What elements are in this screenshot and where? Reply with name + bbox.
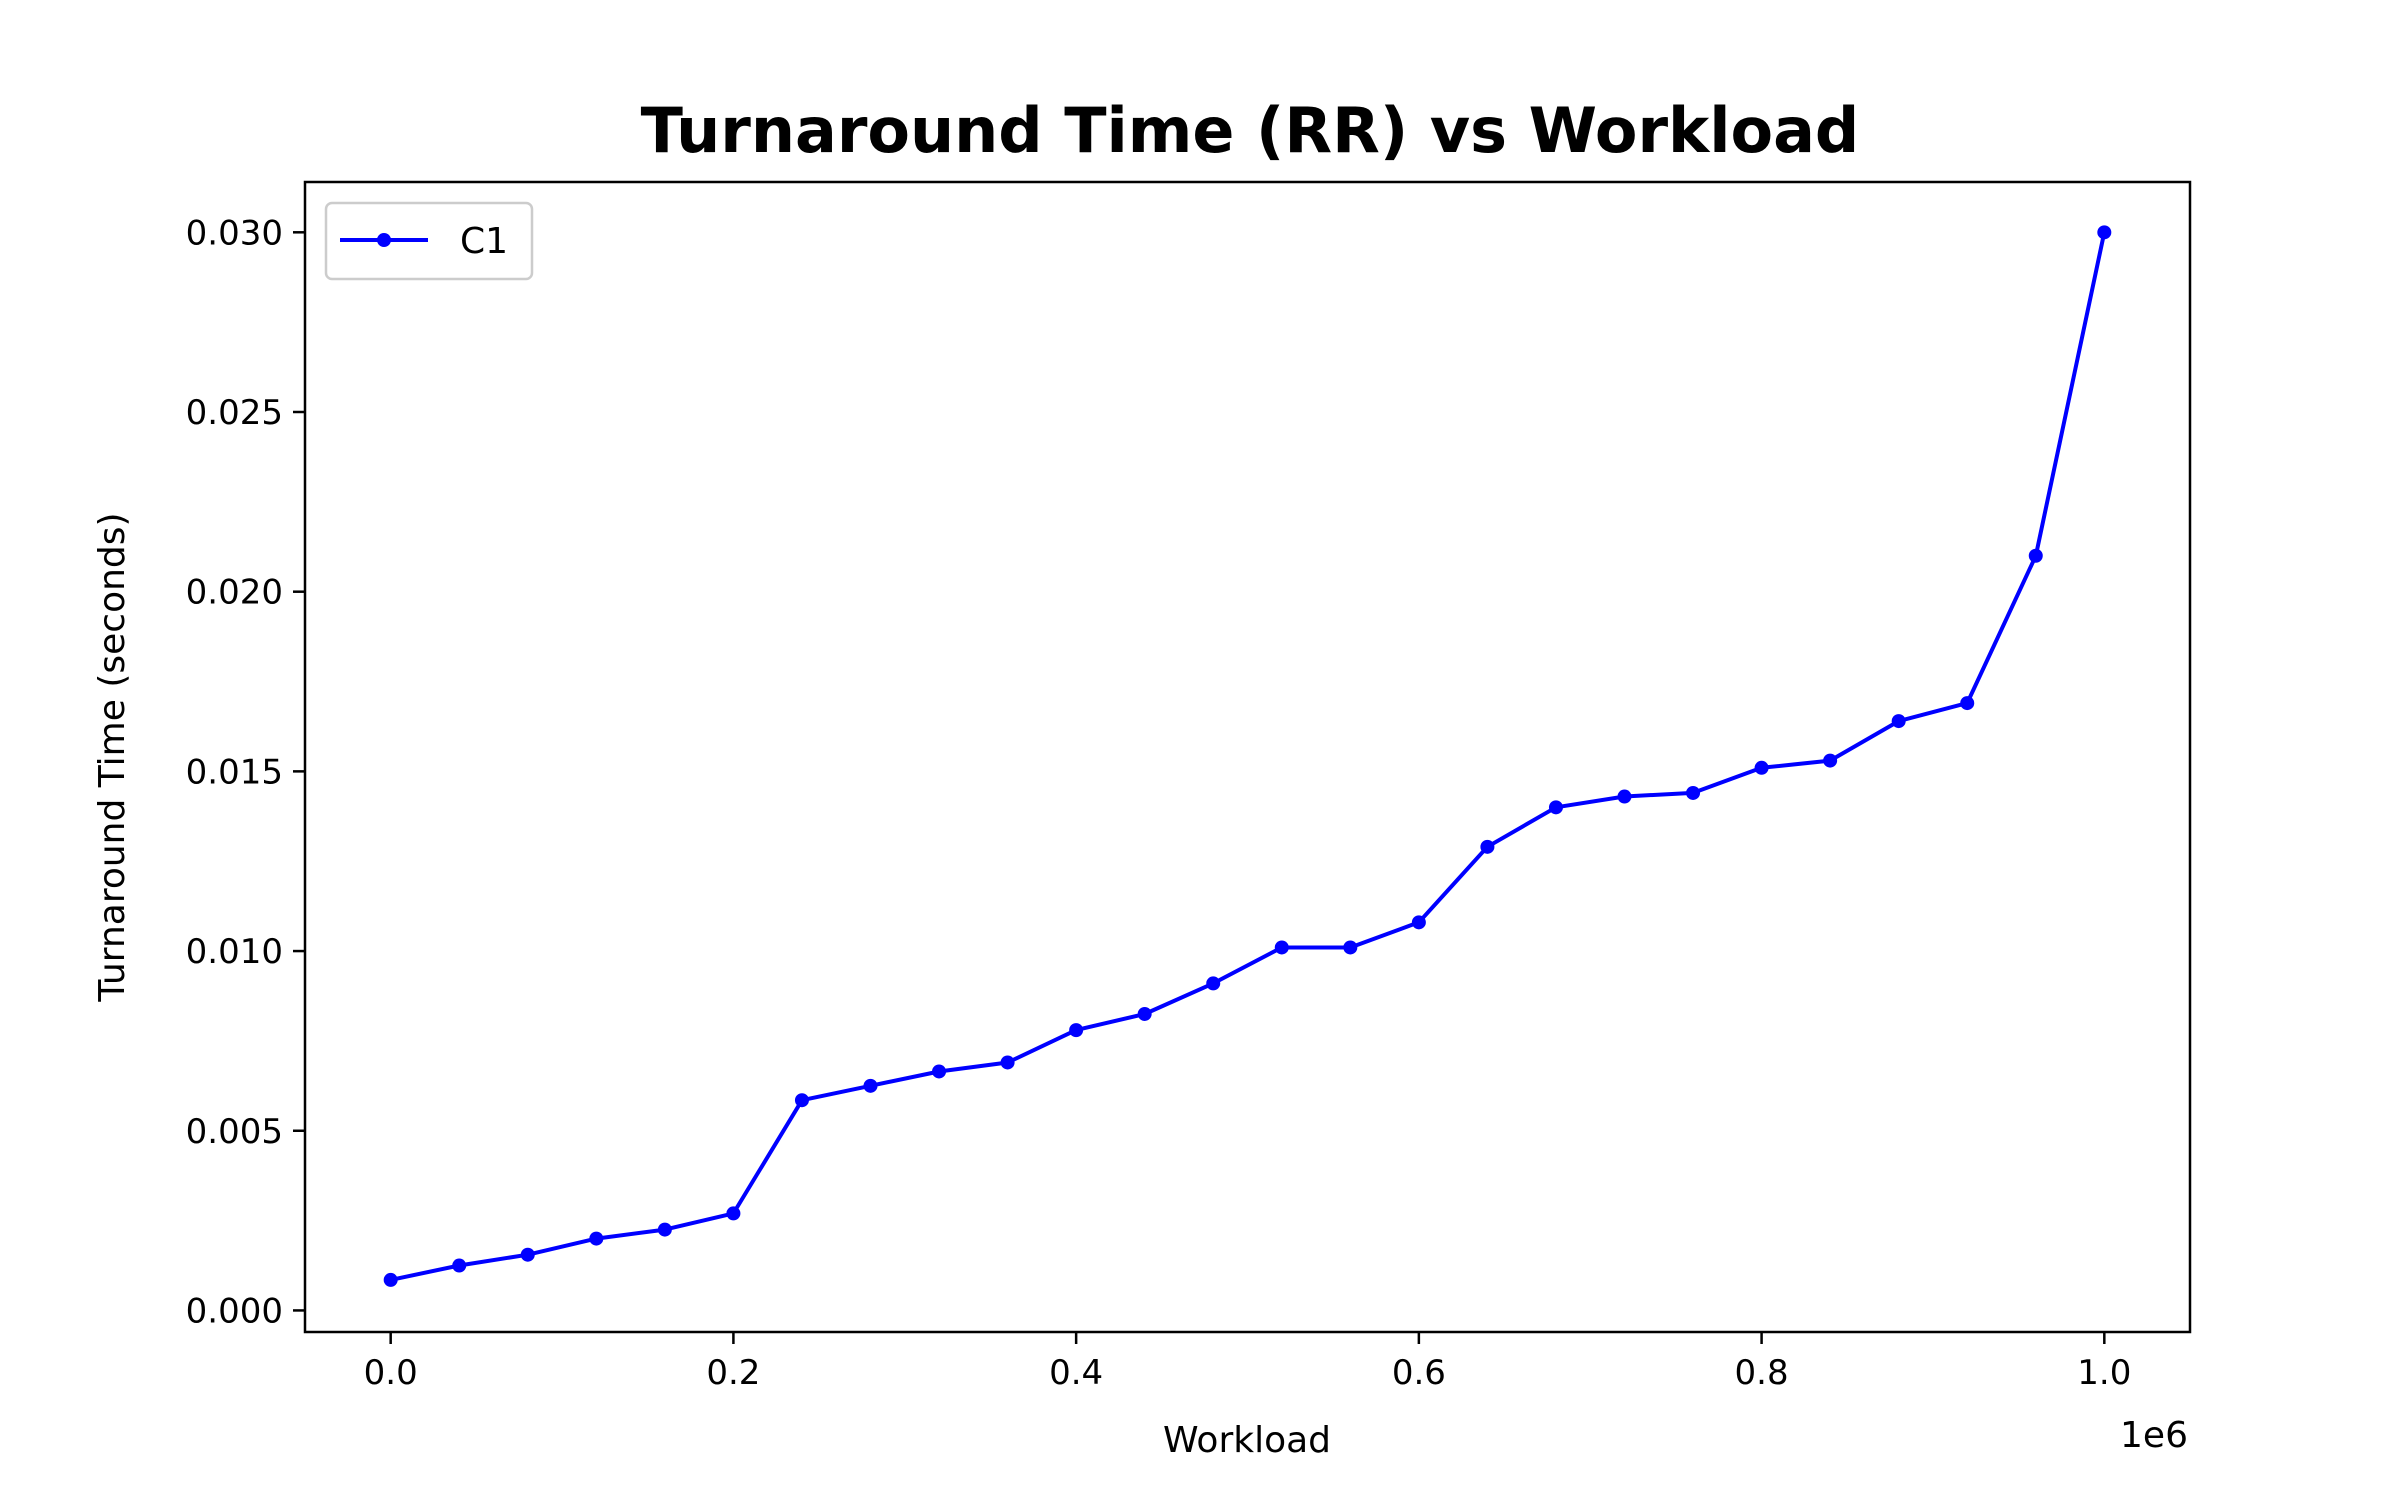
data-point [657,1222,672,1237]
data-point [2028,548,2043,563]
data-point [383,1272,398,1287]
data-point [1137,1006,1152,1021]
data-point [1960,696,1975,711]
data-point [1411,915,1426,930]
data-point [520,1247,535,1262]
y-tick-label: 0.000 [186,1291,283,1331]
legend-label-c1: C1 [460,221,508,262]
x-tick-label: 0.4 [1049,1353,1103,1393]
data-point [1823,753,1838,768]
x-tick-label: 0.0 [364,1353,418,1393]
data-point [1891,714,1906,729]
data-point [2097,225,2112,240]
y-tick-label: 0.010 [186,932,283,972]
data-point [932,1064,947,1079]
x-axis-label: Workload [1163,1420,1331,1461]
y-tick-label: 0.015 [186,752,283,792]
data-point [1206,976,1221,991]
x-tick-label: 0.2 [706,1353,760,1393]
legend-marker-c1 [377,233,391,247]
series-line-c1 [390,231,2107,1282]
y-tick-label: 0.025 [186,393,283,433]
y-axis: 0.000 0.005 0.010 0.015 0.020 0.025 0.030 [186,213,305,1331]
data-point [726,1206,741,1221]
data-point [1000,1055,1015,1070]
chart-title: Turnaround Time (RR) vs Workload [641,94,1860,167]
legend: C1 [324,201,534,281]
data-point [589,1231,604,1246]
x-axis-offset-label: 1e6 [2120,1415,2188,1456]
y-tick-label: 0.005 [186,1112,283,1152]
data-point [794,1093,809,1108]
y-axis-label: Turnaround Time (seconds) [92,512,133,1002]
y-tick-label: 0.020 [186,573,283,613]
data-point [1274,940,1289,955]
data-point [1343,940,1358,955]
x-tick-label: 0.6 [1392,1353,1446,1393]
data-point [1617,789,1632,804]
data-point [1686,785,1701,800]
data-point [1548,800,1563,815]
x-tick-label: 1.0 [2077,1353,2131,1393]
y-tick-label: 0.030 [186,213,283,253]
data-point [452,1258,467,1273]
plot-frame [303,180,2192,1334]
legend-box [324,201,534,281]
x-axis: 0.0 0.2 0.4 0.6 0.8 1.0 [364,1332,2131,1393]
data-point [1480,839,1495,854]
data-point [1069,1023,1084,1038]
data-point [1754,760,1769,775]
data-point [863,1078,878,1093]
x-tick-label: 0.8 [1735,1353,1789,1393]
plot-area: 0.0 0.2 0.4 0.6 0.8 1.0 0.0000.0050.0100.0150… [186,180,2192,1393]
series-layer [383,225,2112,1287]
